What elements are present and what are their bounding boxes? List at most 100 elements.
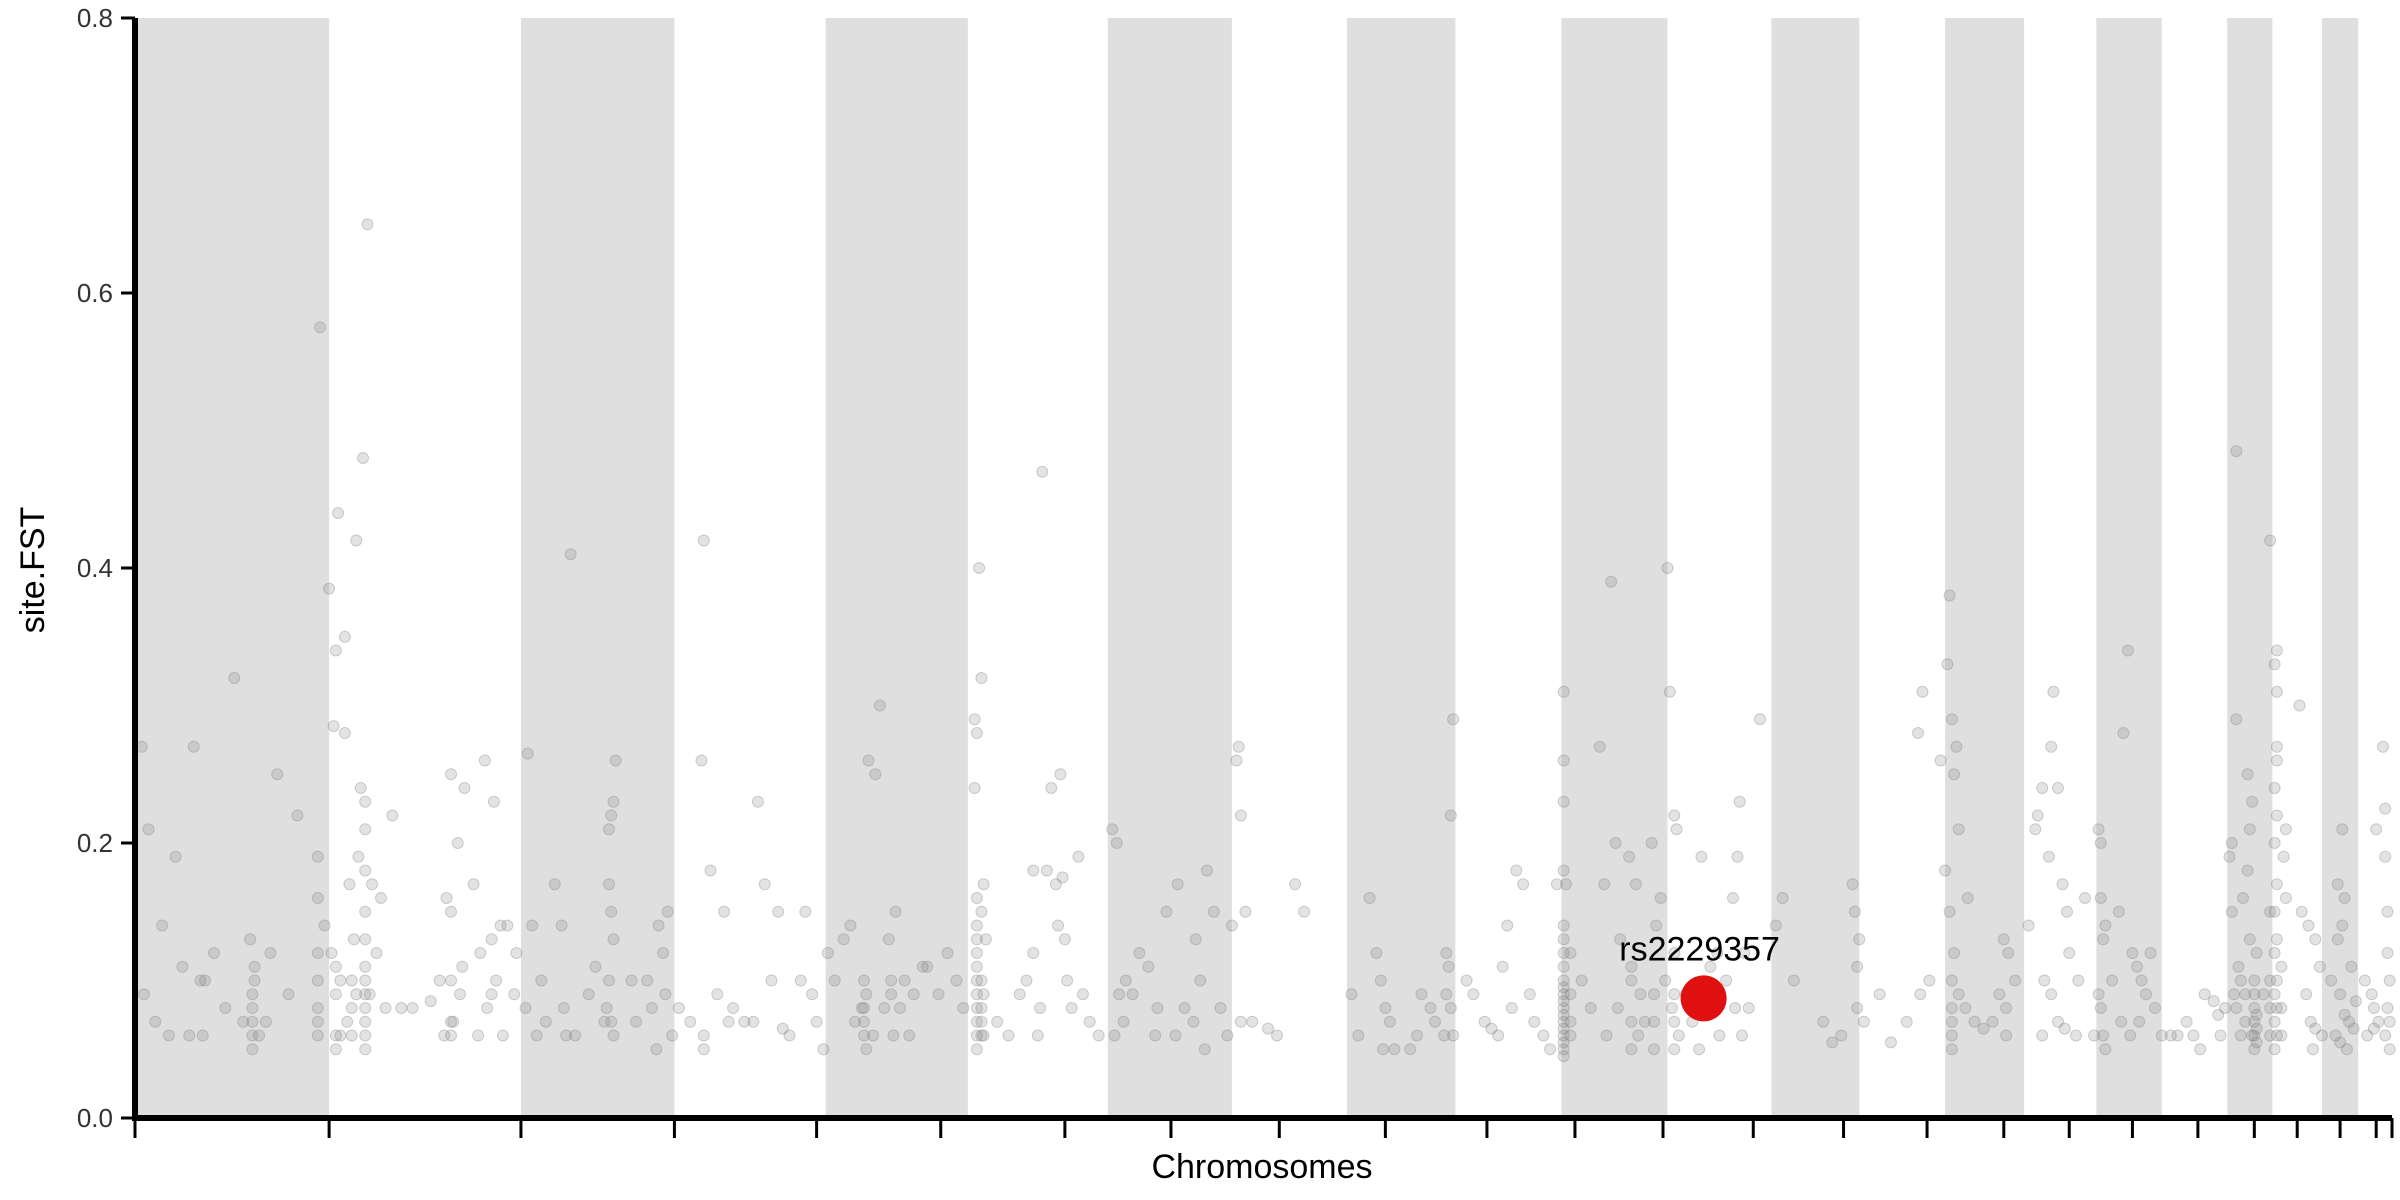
data-point [467,878,480,891]
data-point [395,1002,408,1014]
data-point [860,988,873,1001]
data-point [2329,1029,2342,1042]
data-point [2045,988,2058,1001]
data-point [1027,947,1040,959]
data-point [1945,974,1958,987]
y-tick-label: 0.8 [77,3,113,33]
data-point [338,630,351,643]
data-point [1557,974,1570,987]
data-point [2009,974,2022,987]
data-point [2250,947,2263,959]
data-point [2268,837,2281,849]
data-point [440,892,453,904]
data-point [650,1043,663,1056]
data-point [2063,947,2076,959]
data-point [539,1015,552,1028]
data-point [445,905,457,918]
data-point [1648,1043,1660,1056]
data-point [1611,1002,1624,1014]
data-point [1851,1002,1864,1014]
data-point [970,1043,983,1056]
data-point [2264,905,2277,918]
data-point [246,1002,259,1014]
data-point [2246,795,2259,808]
data-point [1478,1015,1491,1028]
data-point [176,960,189,973]
data-point [359,974,372,987]
chromosome-band-7 [1771,18,1860,1118]
data-point [1629,878,1642,891]
data-point [1934,754,1947,767]
data-point [695,754,708,767]
data-point [1634,988,1647,1001]
data-point [311,974,324,987]
data-point [869,768,882,781]
data-point [2383,1015,2396,1028]
data-point [844,919,857,932]
data-point [1178,1002,1191,1014]
data-point [666,1029,679,1042]
data-point [2036,1029,2049,1042]
data-point [2336,823,2349,836]
data-point [2248,1015,2261,1028]
data-point [481,1002,494,1014]
data-point [2094,1002,2107,1014]
data-point [2144,947,2157,959]
data-point [2334,1036,2347,1049]
data-point [661,905,674,918]
data-point [1189,933,1202,946]
data-point [485,933,498,946]
data-point [510,947,523,959]
data-point [1557,1043,1570,1056]
y-tick-label: 0.6 [77,278,113,308]
data-point [2164,1029,2177,1042]
data-point [1948,947,1961,959]
data-point [645,1002,658,1014]
data-point [1557,960,1570,973]
data-point [2072,974,2085,987]
data-point [2379,802,2392,815]
data-point [2270,878,2283,891]
data-point [1557,1008,1570,1021]
data-point [2293,699,2306,712]
data-point [248,974,261,987]
data-point [722,1015,735,1028]
data-point [445,1029,457,1042]
data-point [2379,850,2392,863]
data-point [1733,795,1746,808]
data-point [359,988,372,1001]
chromosome-band-3 [825,18,968,1118]
data-point [2347,1022,2360,1035]
data-point [2338,892,2351,904]
data-point [1668,1015,1681,1028]
data-point [975,974,988,987]
data-point [957,1002,970,1014]
data-point [1234,1015,1247,1028]
data-point [458,782,471,794]
data-point [970,933,983,946]
data-point [454,988,466,1001]
data-point [1036,465,1049,478]
data-point [438,1029,451,1042]
data-point [1557,795,1570,808]
data-point [973,562,986,574]
data-point [2243,823,2256,836]
data-point [1058,933,1071,946]
data-point [2343,1015,2356,1028]
data-point [2097,933,2110,946]
data-point [697,1043,710,1056]
data-point [496,1029,509,1042]
data-point [282,988,295,1001]
data-point [1945,1015,1958,1028]
data-point [1467,988,1480,1001]
chromosome-band-9 [2096,18,2162,1118]
data-point [1239,905,1252,918]
data-point [2002,947,2015,959]
data-point [555,919,568,932]
data-point [603,823,615,836]
data-point [1052,919,1065,932]
data-point [1738,947,1751,959]
data-point [970,727,983,739]
data-point [1271,1029,1283,1042]
data-point [867,1029,879,1042]
